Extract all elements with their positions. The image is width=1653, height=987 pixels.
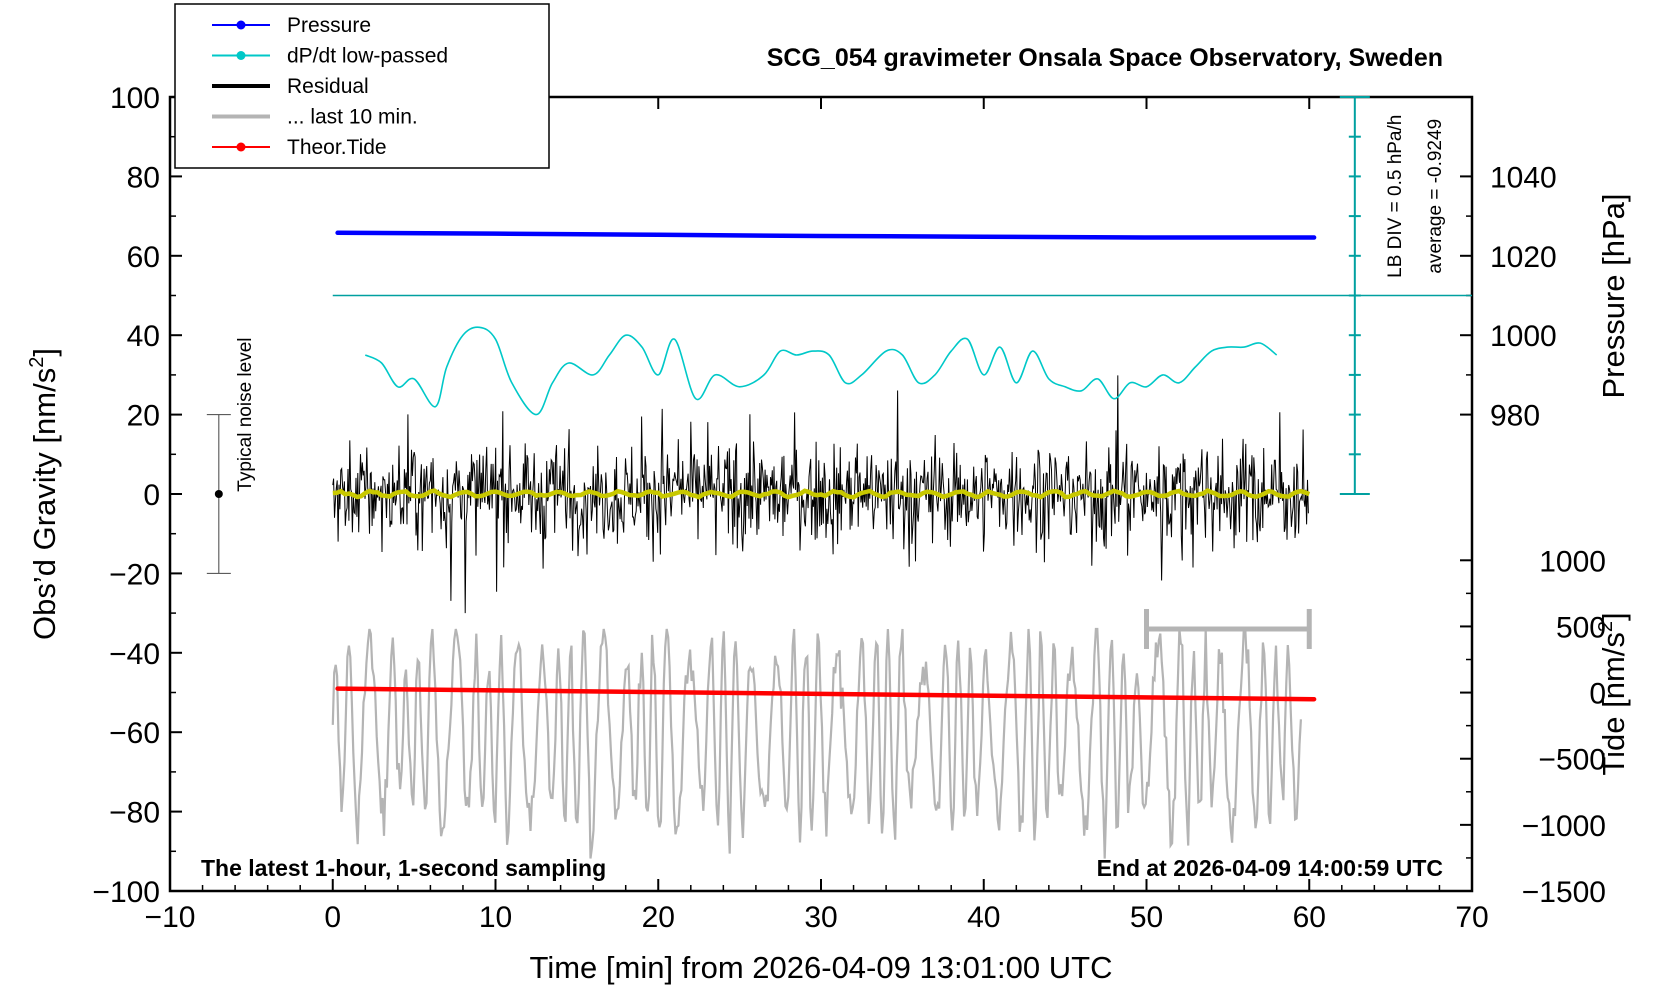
tide-tick-label: 0 <box>1589 678 1606 711</box>
y-tick-label: 80 <box>127 161 160 194</box>
pressure-tick-label: 1020 <box>1490 241 1557 274</box>
legend-marker <box>236 51 246 60</box>
tide-tick-label: −1000 <box>1522 810 1606 843</box>
last-10-min-trace <box>331 627 1302 859</box>
y-tick-label: −60 <box>109 717 160 750</box>
legend-marker <box>236 142 246 152</box>
residual-trace <box>332 375 1309 614</box>
x-tick-label: 60 <box>1293 901 1326 934</box>
legend-label: Residual <box>287 75 369 98</box>
y-axis-title-left: Obs’d Gravity [nm/s2] <box>26 348 62 640</box>
x-axis-title: Time [min] from 2026-04-09 13:01:00 UTC <box>530 950 1113 985</box>
series-pressure-line <box>335 230 1317 240</box>
dpdt-div-label: LB DIV = 0.5 hPa/h <box>1385 115 1406 278</box>
residual-line <box>332 375 1309 614</box>
series-dpdt-line <box>364 326 1278 416</box>
y-tick-label: 60 <box>127 241 160 274</box>
pressure-tick-label: 1040 <box>1490 161 1557 194</box>
x-tick-label: −10 <box>145 901 196 934</box>
residual-smoothed-trace <box>332 488 1311 500</box>
y-axis-title-tide: Tide [nm/s2] <box>1595 612 1631 775</box>
x-tick-label: 30 <box>804 901 837 934</box>
y-tick-label: −40 <box>109 638 160 671</box>
y-tick-label: −100 <box>92 876 160 909</box>
y-tick-label: −20 <box>109 558 160 591</box>
y-tick-label: 100 <box>110 82 160 115</box>
legend-label: Pressure <box>287 14 371 37</box>
y-tick-label: 20 <box>127 400 160 433</box>
legend-label: Theor.Tide <box>287 136 387 159</box>
y-tick-label: 0 <box>143 479 160 512</box>
dpdt-average-label: average = -0.9249 <box>1425 119 1446 274</box>
smoothed-residual-line <box>332 488 1311 500</box>
x-tick-label: 40 <box>967 901 1000 934</box>
y-tick-label: −80 <box>109 797 160 830</box>
x-tick-label: 20 <box>642 901 675 934</box>
tide-tick-label: 500 <box>1556 611 1606 644</box>
annotation-end-time: End at 2026-04-09 14:00:59 UTC <box>1097 855 1443 881</box>
noise-bar-dot <box>214 490 223 498</box>
pressure-tick-label: 980 <box>1490 400 1540 433</box>
x-tick-label: 10 <box>479 901 512 934</box>
tide-tick-label: −500 <box>1538 744 1606 777</box>
tide-tick-label: 1000 <box>1539 545 1606 578</box>
annotation-sampling: The latest 1-hour, 1-second sampling <box>201 855 606 881</box>
series-layer <box>335 230 1317 702</box>
legend: Pressure dP/dt low-passed Residual ... last… <box>174 3 550 169</box>
x-tick-label: 50 <box>1130 901 1163 934</box>
annotations: Typical noise level LB DIV = 0.5 hPa/h ave… <box>206 96 1472 649</box>
last-10-min-line <box>331 627 1302 859</box>
legend-marker <box>236 20 246 30</box>
series-theor-tide-line <box>335 686 1317 702</box>
legend-label: dP/dt low-passed <box>287 45 448 68</box>
y-tick-label: 40 <box>127 320 160 353</box>
axes: −10 0 10 20 30 40 50 60 70−100−80−60−40−20020406… <box>92 82 1606 934</box>
y-axis-title-pressure: Pressure [hPa] <box>1596 193 1631 398</box>
tide-tick-label: −1500 <box>1522 876 1606 909</box>
chart-title: SCG_054 gravimeter Onsala Space Observat… <box>767 44 1443 72</box>
x-tick-label: 0 <box>324 901 341 934</box>
pressure-tick-label: 1000 <box>1490 320 1557 353</box>
noise-bar-label: Typical noise level <box>235 337 256 491</box>
x-tick-label: 70 <box>1455 901 1488 934</box>
legend-label: ... last 10 min. <box>287 106 418 129</box>
